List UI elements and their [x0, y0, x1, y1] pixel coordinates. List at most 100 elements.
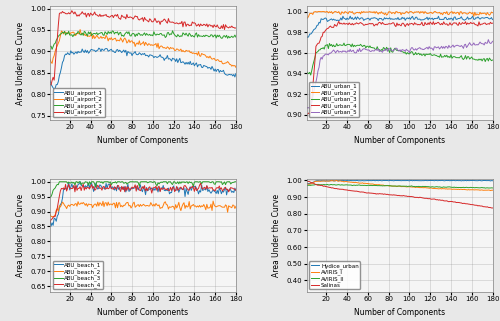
ABU_urban_3 — [306, 70, 312, 74]
ABU_beach_4 — [233, 188, 239, 192]
ABU_beach_4 — [118, 190, 124, 194]
AVIRIS_I — [375, 183, 381, 187]
Salinas — [490, 206, 496, 210]
ABU_airport_1 — [96, 46, 102, 50]
ABU_airport_2 — [86, 34, 92, 38]
ABU_urban_4 — [306, 112, 312, 116]
AVIRIS_II — [482, 186, 488, 190]
ABU_beach_4 — [69, 187, 75, 191]
ABU_urban_1 — [304, 36, 310, 39]
ABU_airport_3 — [86, 32, 92, 36]
AVIRIS_II — [486, 186, 492, 190]
Hydice_urban — [326, 179, 332, 183]
ABU_urban_2 — [326, 10, 332, 14]
Hydice_urban — [484, 179, 490, 183]
ABU_beach_4 — [50, 215, 56, 219]
ABU_beach_2 — [210, 199, 216, 203]
ABU_urban_5 — [326, 53, 332, 57]
Line: ABU_urban_3: ABU_urban_3 — [306, 43, 492, 75]
Line: ABU_urban_5: ABU_urban_5 — [306, 39, 492, 109]
ABU_airport_3 — [214, 33, 220, 37]
ABU_airport_1 — [120, 49, 126, 53]
Line: ABU_urban_1: ABU_urban_1 — [306, 16, 492, 38]
ABU_airport_1 — [51, 87, 57, 91]
ABU_beach_3 — [86, 180, 92, 184]
X-axis label: Number of Components: Number of Components — [98, 308, 188, 317]
Salinas — [326, 185, 332, 189]
ABU_airport_3 — [118, 34, 124, 38]
Line: ABU_beach_2: ABU_beach_2 — [50, 201, 236, 217]
ABU_beach_1 — [120, 185, 126, 189]
ABU_airport_2 — [69, 31, 75, 35]
ABU_beach_1 — [70, 186, 76, 189]
ABU_airport_1 — [86, 50, 92, 54]
ABU_beach_1 — [214, 188, 220, 192]
AVIRIS_I — [326, 179, 332, 183]
ABU_airport_4 — [120, 14, 126, 18]
ABU_beach_2 — [86, 203, 92, 206]
ABU_beach_2 — [51, 214, 57, 218]
Hydice_urban — [470, 178, 476, 182]
ABU_urban_2 — [306, 12, 312, 15]
ABU_beach_2 — [70, 203, 76, 207]
ABU_urban_2 — [313, 10, 319, 13]
X-axis label: Number of Components: Number of Components — [354, 308, 445, 317]
ABU_beach_3 — [213, 180, 219, 184]
ABU_beach_1 — [229, 190, 235, 194]
Salinas — [306, 180, 312, 184]
ABU_urban_2 — [375, 12, 381, 16]
ABU_urban_5 — [306, 107, 312, 110]
ABU_urban_5 — [486, 38, 492, 41]
Hydice_urban — [490, 179, 496, 183]
Y-axis label: Area Under the Curve: Area Under the Curve — [16, 194, 24, 277]
AVIRIS_I — [334, 178, 340, 182]
ABU_beach_4 — [213, 186, 219, 190]
ABU_urban_4 — [336, 20, 342, 23]
Legend: ABU_urban_1, ABU_urban_2, ABU_urban_3, ABU_urban_4, ABU_urban_5: ABU_urban_1, ABU_urban_2, ABU_urban_3, A… — [310, 82, 360, 117]
ABU_urban_5 — [490, 39, 496, 43]
ABU_airport_4 — [229, 24, 235, 28]
AVIRIS_I — [484, 188, 490, 192]
AVIRIS_I — [490, 188, 496, 192]
Y-axis label: Area Under the Curve: Area Under the Curve — [272, 22, 281, 105]
Salinas — [468, 203, 474, 206]
ABU_urban_1 — [308, 32, 314, 36]
ABU_beach_3 — [118, 180, 124, 184]
ABU_urban_1 — [326, 18, 332, 22]
ABU_urban_5 — [342, 49, 348, 53]
ABU_airport_4 — [214, 23, 220, 27]
ABU_airport_2 — [118, 38, 124, 42]
ABU_beach_2 — [229, 206, 235, 210]
ABU_airport_2 — [47, 57, 53, 61]
ABU_airport_4 — [69, 9, 75, 13]
ABU_airport_1 — [233, 72, 239, 75]
ABU_urban_4 — [343, 22, 349, 26]
ABU_urban_5 — [468, 43, 474, 47]
ABU_beach_2 — [47, 212, 53, 216]
Line: ABU_beach_1: ABU_beach_1 — [50, 182, 236, 226]
Hydice_urban — [330, 178, 336, 182]
ABU_urban_4 — [326, 26, 332, 30]
ABU_urban_2 — [484, 11, 490, 14]
AVIRIS_I — [470, 188, 476, 192]
ABU_urban_4 — [304, 112, 310, 116]
Y-axis label: Area Under the Curve: Area Under the Curve — [272, 194, 281, 277]
ABU_urban_1 — [486, 16, 492, 20]
ABU_urban_1 — [471, 17, 477, 21]
Line: AVIRIS_II: AVIRIS_II — [306, 184, 492, 188]
ABU_beach_1 — [77, 180, 83, 184]
ABU_urban_3 — [304, 70, 310, 74]
AVIRIS_II — [313, 182, 319, 186]
ABU_beach_1 — [233, 189, 239, 193]
Line: ABU_urban_2: ABU_urban_2 — [306, 12, 492, 18]
Line: ABU_beach_4: ABU_beach_4 — [50, 183, 236, 222]
ABU_airport_3 — [170, 29, 175, 33]
ABU_airport_4 — [71, 12, 77, 16]
ABU_urban_4 — [375, 22, 381, 25]
Legend: ABU_beach_1, ABU_beach_2, ABU_beach_3, ABU_beach_4: ABU_beach_1, ABU_beach_2, ABU_beach_3, A… — [53, 261, 104, 289]
ABU_airport_4 — [51, 78, 57, 82]
ABU_urban_3 — [344, 43, 350, 47]
AVIRIS_II — [490, 186, 496, 190]
ABU_beach_4 — [86, 186, 91, 190]
Line: Hydice_urban: Hydice_urban — [306, 180, 492, 184]
